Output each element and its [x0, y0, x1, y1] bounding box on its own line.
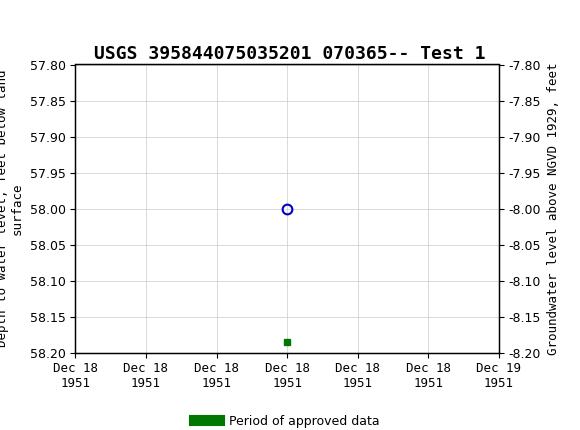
Legend: Period of approved data: Period of approved data — [189, 410, 385, 430]
Y-axis label: Depth to water level, feet below land
surface: Depth to water level, feet below land su… — [0, 70, 24, 347]
Text: USGS 395844075035201 070365-- Test 1: USGS 395844075035201 070365-- Test 1 — [94, 45, 486, 63]
Text: ≡USGS: ≡USGS — [9, 13, 67, 32]
Y-axis label: Groundwater level above NGVD 1929, feet: Groundwater level above NGVD 1929, feet — [546, 62, 560, 355]
